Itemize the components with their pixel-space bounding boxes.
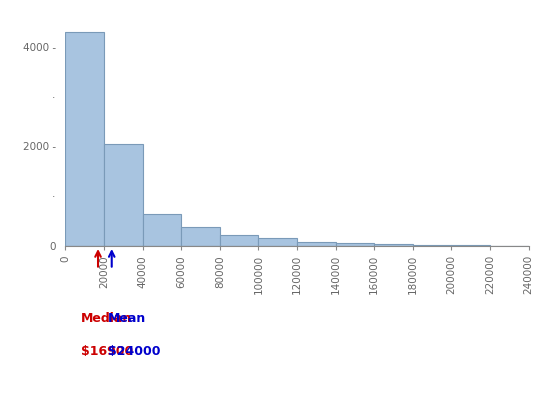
Bar xyxy=(451,245,490,246)
Bar xyxy=(297,242,336,246)
Bar xyxy=(374,244,413,246)
Bar xyxy=(104,144,143,246)
Bar xyxy=(413,245,451,246)
Bar xyxy=(258,238,297,246)
Bar xyxy=(336,243,374,246)
Text: $16900: $16900 xyxy=(81,345,133,358)
Bar xyxy=(220,235,258,246)
Text: Median: Median xyxy=(81,312,132,325)
Text: $24000: $24000 xyxy=(108,345,160,358)
Bar xyxy=(181,227,220,246)
Text: Mean: Mean xyxy=(108,312,146,325)
Bar xyxy=(65,32,104,246)
Bar xyxy=(143,214,181,246)
